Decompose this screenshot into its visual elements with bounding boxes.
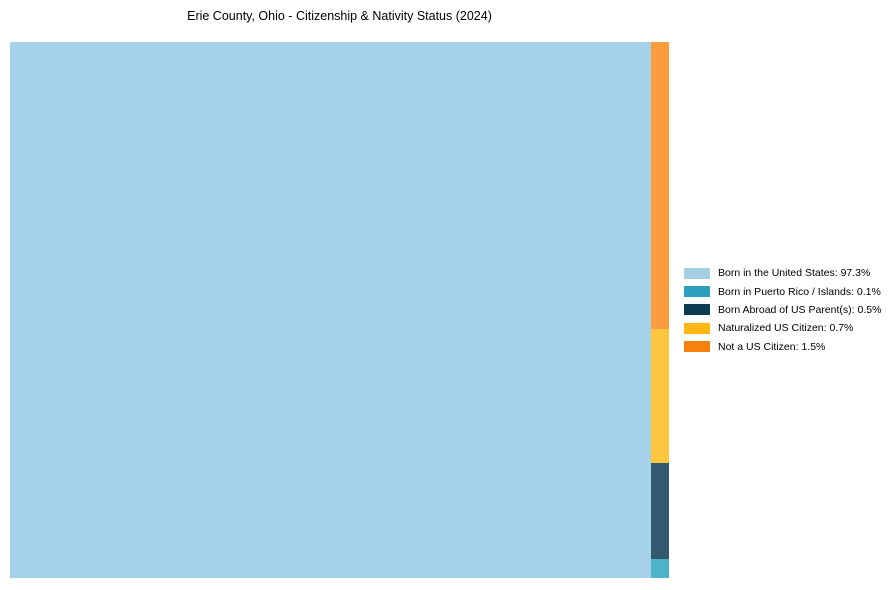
treemap-plot-area — [10, 42, 669, 578]
legend-item: Born in Puerto Rico / Islands: 0.1% — [684, 282, 881, 300]
legend: Born in the United States: 97.3% Born in … — [684, 264, 881, 356]
legend-swatch-icon — [684, 267, 710, 279]
legend-swatch-icon — [684, 341, 710, 353]
treemap-rect-born-in-puerto-rico-islands — [650, 558, 669, 578]
legend-swatch-icon — [684, 304, 710, 316]
legend-label: Born in the United States: 97.3% — [718, 267, 871, 280]
legend-swatch-icon — [684, 322, 710, 334]
legend-label: Not a US Citizen: 1.5% — [718, 340, 826, 353]
treemap-rect-born-in-the-united-states — [10, 42, 651, 578]
legend-swatch-icon — [684, 286, 710, 298]
treemap-rect-born-abroad-of-us-parent-s — [650, 463, 669, 559]
legend-item: Naturalized US Citizen: 0.7% — [684, 319, 881, 337]
legend-item: Born Abroad of US Parent(s): 0.5% — [684, 301, 881, 319]
legend-item: Not a US Citizen: 1.5% — [684, 338, 881, 356]
chart-title: Erie County, Ohio - Citizenship & Nativi… — [187, 9, 492, 23]
legend-label: Born in Puerto Rico / Islands: 0.1% — [718, 285, 881, 298]
treemap-rect-not-a-us-citizen — [650, 42, 669, 330]
legend-label: Naturalized US Citizen: 0.7% — [718, 322, 854, 335]
legend-item: Born in the United States: 97.3% — [684, 264, 881, 282]
legend-label: Born Abroad of US Parent(s): 0.5% — [718, 303, 882, 316]
treemap-rect-naturalized-us-citizen — [650, 329, 669, 464]
